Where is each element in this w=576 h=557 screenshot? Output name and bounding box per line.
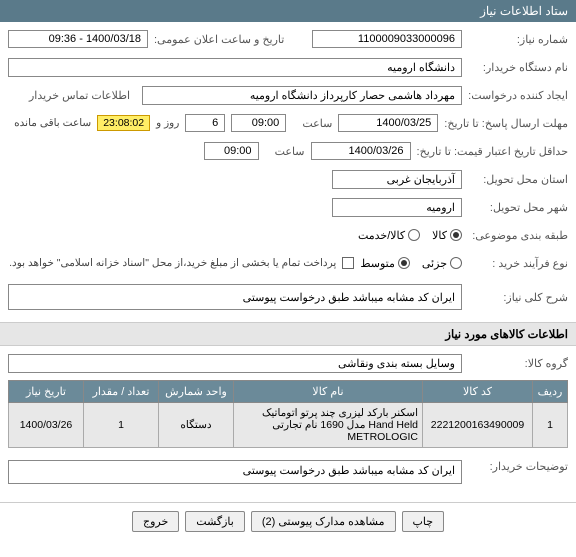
remaining-suffix: ساعت باقی مانده bbox=[14, 117, 91, 129]
deadline-time: 09:00 bbox=[231, 114, 286, 132]
col-date: تاریخ نیاز bbox=[9, 381, 84, 403]
province-label: استان محل تحویل: bbox=[468, 173, 568, 186]
cell-code: 2221200163490009 bbox=[423, 403, 533, 448]
radio-icon bbox=[450, 229, 462, 241]
radio-icon bbox=[398, 257, 410, 269]
announce-value: 1400/03/18 - 09:36 bbox=[8, 30, 148, 48]
buttons-row: چاپ مشاهده مدارک پیوستی (2) بازگشت خروج bbox=[0, 502, 576, 540]
cell-name: اسکنر بارکد لیزری چند پرتو اتوماتیک Hand… bbox=[234, 403, 423, 448]
exit-button[interactable]: خروج bbox=[132, 511, 179, 532]
deadline-label: مهلت ارسال پاسخ: تا تاریخ: bbox=[444, 117, 568, 130]
creator-value: مهرداد هاشمی حصار کارپرداز دانشگاه ارومی… bbox=[142, 86, 462, 105]
radio-icon bbox=[450, 257, 462, 269]
col-qty: تعداد / مقدار bbox=[84, 381, 159, 403]
buyer-notes-section: توضیحات خریدار: ایران کد مشابه میباشد طب… bbox=[0, 454, 576, 496]
validity-label: حداقل تاریخ اعتبار قیمت: تا تاریخ: bbox=[417, 145, 568, 158]
purchase-motavaset-label: متوسط bbox=[360, 257, 395, 270]
buyer-notes-text: ایران کد مشابه میباشد طبق درخواست پیوستی bbox=[8, 460, 462, 484]
purchase-motavaset-option[interactable]: متوسط bbox=[360, 257, 410, 270]
purchase-jozi-option[interactable]: جزئی bbox=[422, 257, 462, 270]
col-code: کد کالا bbox=[423, 381, 533, 403]
print-button[interactable]: چاپ bbox=[402, 511, 445, 532]
budget-khadmat-label: کالا/خدمت bbox=[358, 229, 405, 242]
items-section: گروه کالا: وسایل بسته بندی ونقاشی ردیف ک… bbox=[0, 346, 576, 454]
items-table: ردیف کد کالا نام کالا واحد شمارش تعداد /… bbox=[8, 380, 568, 448]
remaining-days-label: روز و bbox=[156, 117, 179, 129]
announce-label: تاریخ و ساعت اعلان عمومی: bbox=[154, 33, 284, 46]
budget-label: طبقه بندی موضوعی: bbox=[468, 229, 568, 242]
budget-radio-group: کالا کالا/خدمت bbox=[358, 229, 462, 242]
items-section-title: اطلاعات کالاهای مورد نیاز bbox=[0, 322, 576, 346]
city-value: ارومیه bbox=[332, 198, 462, 217]
table-header-row: ردیف کد کالا نام کالا واحد شمارش تعداد /… bbox=[9, 381, 568, 403]
col-unit: واحد شمارش bbox=[159, 381, 234, 403]
cell-unit: دستگاه bbox=[159, 403, 234, 448]
creator-label: ایجاد کننده درخواست: bbox=[468, 89, 568, 102]
payment-note-text: پرداخت تمام یا بخشی از مبلغ خرید،از محل … bbox=[9, 257, 336, 269]
need-number-label: شماره نیاز: bbox=[468, 33, 568, 46]
province-value: آذربایجان غربی bbox=[332, 170, 462, 189]
cell-row: 1 bbox=[533, 403, 568, 448]
col-row: ردیف bbox=[533, 381, 568, 403]
remaining-time: 23:08:02 bbox=[97, 115, 150, 131]
deadline-date: 1400/03/25 bbox=[338, 114, 438, 132]
return-button[interactable]: بازگشت bbox=[185, 511, 245, 532]
contact-label[interactable]: اطلاعات تماس خریدار bbox=[29, 89, 130, 102]
purchase-type-label: نوع فرآیند خرید : bbox=[468, 257, 568, 270]
radio-icon bbox=[408, 229, 420, 241]
payment-note-checkbox[interactable] bbox=[342, 257, 354, 269]
header-bar: ستاد اطلاعات نیاز bbox=[0, 0, 576, 22]
header-title: ستاد اطلاعات نیاز bbox=[480, 4, 568, 18]
buyer-org-label: نام دستگاه خریدار: bbox=[468, 61, 568, 74]
summary-value: ایران کد مشابه میباشد طبق درخواست پیوستی bbox=[8, 284, 462, 310]
need-info-section: شماره نیاز: 1100009033000096 تاریخ و ساع… bbox=[0, 22, 576, 322]
summary-label: شرح کلی نیاز: bbox=[468, 291, 568, 304]
budget-kala-label: کالا bbox=[432, 229, 447, 242]
table-row: 1 2221200163490009 اسکنر بارکد لیزری چند… bbox=[9, 403, 568, 448]
cell-qty: 1 bbox=[84, 403, 159, 448]
purchase-jozi-label: جزئی bbox=[422, 257, 447, 270]
city-label: شهر محل تحویل: bbox=[468, 201, 568, 214]
need-number-value: 1100009033000096 bbox=[312, 30, 462, 48]
group-value: وسایل بسته بندی ونقاشی bbox=[8, 354, 462, 373]
time-label-2: ساعت bbox=[265, 145, 305, 158]
time-label-1: ساعت bbox=[292, 117, 332, 130]
remaining-days: 6 bbox=[185, 114, 225, 132]
cell-date: 1400/03/26 bbox=[9, 403, 84, 448]
view-attach-button[interactable]: مشاهده مدارک پیوستی (2) bbox=[251, 511, 396, 532]
validity-time: 09:00 bbox=[204, 142, 259, 160]
budget-khadmat-option[interactable]: کالا/خدمت bbox=[358, 229, 420, 242]
budget-kala-option[interactable]: کالا bbox=[432, 229, 462, 242]
col-name: نام کالا bbox=[234, 381, 423, 403]
buyer-org-value: دانشگاه ارومیه bbox=[8, 58, 462, 77]
group-label: گروه کالا: bbox=[468, 357, 568, 370]
purchase-radio-group: جزئی متوسط bbox=[360, 257, 462, 270]
validity-date: 1400/03/26 bbox=[311, 142, 411, 160]
buyer-notes-label: توضیحات خریدار: bbox=[468, 460, 568, 473]
